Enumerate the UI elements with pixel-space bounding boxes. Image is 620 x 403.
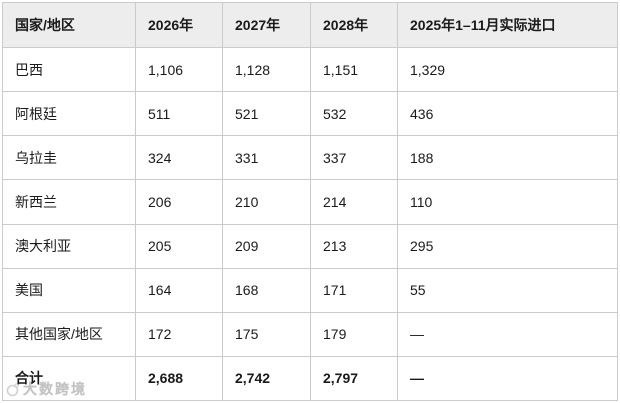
cell: 331	[222, 135, 311, 181]
table-row-australia: 澳大利亚 205 209 213 295	[2, 223, 618, 269]
row-label: 美国	[2, 267, 136, 313]
cell: 179	[310, 311, 398, 357]
cell: 1,128	[222, 46, 311, 93]
table-row-argentina: 阿根廷 511 521 532 436	[2, 91, 618, 137]
header-row: 国家/地区 2026年 2027年 2028年 2025年1–11月实际进口	[2, 2, 618, 48]
header-cell-2027: 2027年	[222, 2, 311, 48]
cell: 324	[135, 135, 223, 181]
cell: 521	[222, 91, 311, 137]
cell: 213	[310, 223, 398, 269]
table-row-usa: 美国 164 168 171 55	[2, 267, 618, 313]
cell: 209	[222, 223, 311, 269]
cell: 214	[310, 179, 398, 225]
cell: 532	[310, 91, 398, 137]
row-label: 乌拉圭	[2, 135, 136, 181]
table-row-total: 合计 2,688 2,742 2,797 —	[2, 355, 618, 402]
cell: 210	[222, 179, 311, 225]
row-label: 合计	[2, 355, 136, 402]
cell: 1,106	[135, 46, 223, 93]
cell: 55	[397, 267, 618, 313]
table-row-brazil: 巴西 1,106 1,128 1,151 1,329	[2, 46, 618, 93]
cell: 206	[135, 179, 223, 225]
cell: 168	[222, 267, 311, 313]
cell: 295	[397, 223, 618, 269]
row-label: 巴西	[2, 46, 136, 93]
cell: 175	[222, 311, 311, 357]
cell: 511	[135, 91, 223, 137]
cell: 188	[397, 135, 618, 181]
row-label: 其他国家/地区	[2, 311, 136, 357]
cell: —	[397, 311, 618, 357]
cell: 337	[310, 135, 398, 181]
header-cell-2028: 2028年	[310, 2, 398, 48]
cell: 1,329	[397, 46, 618, 93]
table-row-other-regions: 其他国家/地区 172 175 179 —	[2, 311, 618, 357]
table-row-uruguay: 乌拉圭 324 331 337 188	[2, 135, 618, 181]
row-label: 新西兰	[2, 179, 136, 225]
cell: 171	[310, 267, 398, 313]
header-cell-region: 国家/地区	[2, 2, 136, 48]
cell: 172	[135, 311, 223, 357]
cell: —	[397, 355, 618, 402]
cell: 436	[397, 91, 618, 137]
cell: 110	[397, 179, 618, 225]
cell: 1,151	[310, 46, 398, 93]
cell: 164	[135, 267, 223, 313]
row-label: 阿根廷	[2, 91, 136, 137]
cell: 205	[135, 223, 223, 269]
table-row-new-zealand: 新西兰 206 210 214 110	[2, 179, 618, 225]
header-cell-2026: 2026年	[135, 2, 223, 48]
table-header: 国家/地区 2026年 2027年 2028年 2025年1–11月实际进口	[2, 2, 618, 48]
table-body: 巴西 1,106 1,128 1,151 1,329 阿根廷 511 521 5…	[2, 46, 618, 402]
row-label: 澳大利亚	[2, 223, 136, 269]
header-cell-actual-import: 2025年1–11月实际进口	[397, 2, 618, 48]
cell: 2,688	[135, 355, 223, 402]
cell: 2,742	[222, 355, 311, 402]
cell: 2,797	[310, 355, 398, 402]
